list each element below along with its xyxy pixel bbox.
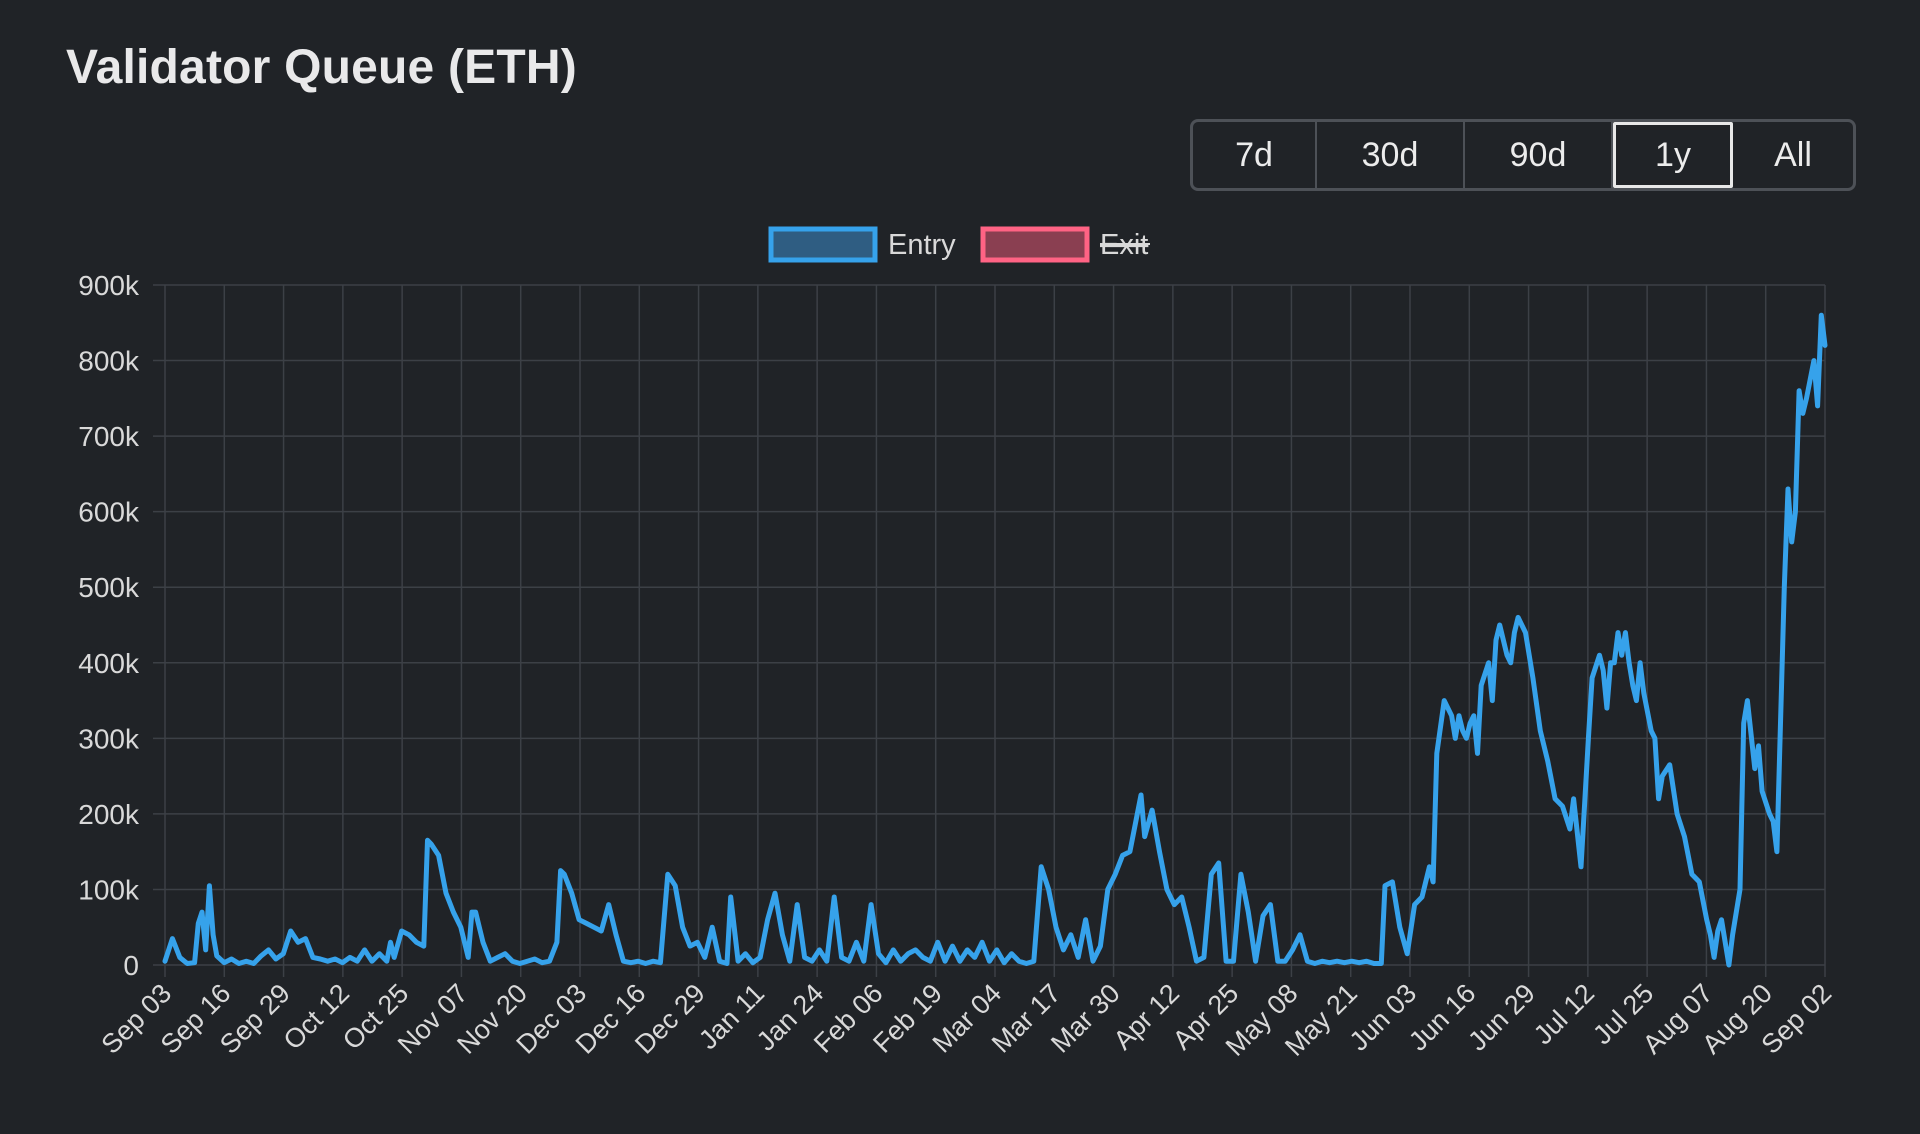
x-tick-label: Jun 29 — [1462, 978, 1541, 1057]
range-button-30d[interactable]: 30d — [1317, 122, 1465, 188]
y-tick-label: 800k — [78, 346, 140, 377]
time-range-selector: 7d 30d 90d 1y All — [1190, 119, 1856, 191]
range-button-1y[interactable]: 1y — [1613, 122, 1733, 188]
x-tick-label: Jun 16 — [1403, 978, 1482, 1057]
chart-legend: Entry Exit — [768, 226, 1150, 263]
y-tick-label: 300k — [78, 723, 140, 754]
y-tick-label: 500k — [78, 572, 140, 603]
x-tick-label: Jun 03 — [1344, 978, 1423, 1057]
legend-item-exit[interactable]: Exit — [980, 226, 1150, 263]
chart-grid — [153, 284, 1826, 977]
y-tick-label: 400k — [78, 648, 140, 679]
range-button-7d[interactable]: 7d — [1193, 122, 1317, 188]
legend-label-entry: Entry — [888, 229, 956, 261]
y-tick-label: 700k — [78, 421, 140, 452]
legend-swatch-entry — [768, 226, 878, 263]
y-axis: 0 100k 200k 300k 400k 500k 600k 700k 800k 900k — [78, 270, 140, 981]
x-tick-label: Oct 12 — [278, 978, 355, 1055]
y-tick-label: 900k — [78, 270, 140, 301]
chart-series — [162, 312, 1828, 968]
range-button-90d[interactable]: 90d — [1465, 122, 1613, 188]
range-button-all[interactable]: All — [1774, 135, 1812, 174]
legend-swatch-exit — [980, 226, 1090, 263]
x-tick-label: Apr 12 — [1108, 978, 1185, 1055]
page-title: Validator Queue (ETH) — [66, 41, 577, 94]
legend-item-entry[interactable]: Entry — [768, 226, 956, 263]
series-line-entry — [162, 312, 1828, 968]
y-tick-label: 600k — [78, 497, 140, 528]
y-tick-label: 100k — [78, 874, 140, 905]
y-tick-label: 0 — [123, 950, 139, 981]
y-tick-label: 200k — [78, 799, 140, 830]
x-tick-label: Jul 12 — [1528, 978, 1600, 1050]
